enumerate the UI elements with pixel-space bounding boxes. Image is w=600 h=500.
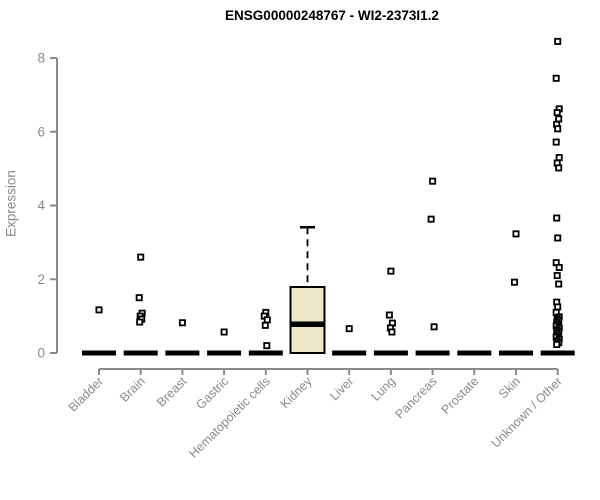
y-tick-label: 8 — [37, 51, 45, 66]
y-tick-label: 2 — [37, 272, 45, 287]
outlier-point — [554, 234, 562, 242]
outlier-point — [555, 280, 563, 288]
outlier-point — [178, 319, 186, 327]
outlier-point — [552, 138, 560, 146]
outlier-point — [136, 318, 144, 326]
collapsed-median-bar — [499, 350, 533, 356]
outlier-point — [429, 177, 437, 185]
y-tick-label: 4 — [37, 198, 45, 213]
x-tick-label: Pancreas — [392, 374, 439, 421]
outlier-point — [261, 321, 269, 329]
x-tick-label: Brain — [117, 374, 148, 405]
collapsed-median-bar — [457, 350, 492, 356]
outlier-point — [555, 154, 563, 162]
outlier-point — [553, 214, 561, 222]
outlier-point — [135, 294, 143, 302]
collapsed-median-bar — [165, 350, 200, 356]
outlier-point — [555, 164, 563, 172]
outlier-point — [263, 316, 271, 324]
outlier-point — [387, 267, 395, 275]
x-tick-label: Unknown / Other — [489, 374, 565, 450]
outlier-point — [555, 263, 563, 271]
outlier-point — [388, 328, 396, 336]
outlier-point — [430, 323, 438, 331]
outlier-point — [512, 230, 520, 238]
outlier-point — [510, 278, 518, 286]
outlier-point — [555, 115, 563, 123]
outlier-point — [345, 325, 353, 333]
outlier-point — [554, 37, 562, 45]
x-tick-label: Lung — [368, 374, 398, 404]
box-median — [290, 321, 325, 327]
outlier-point — [95, 306, 103, 314]
collapsed-median-bar — [332, 350, 367, 356]
x-tick-label: Skin — [496, 374, 523, 401]
x-tick-label: Liver — [327, 374, 356, 403]
collapsed-median-bar — [415, 350, 450, 356]
collapsed-median-bar — [82, 350, 116, 356]
y-tick-label: 0 — [37, 346, 45, 361]
outlier-point — [553, 109, 561, 117]
outlier-point — [552, 74, 560, 82]
outlier-point — [553, 272, 561, 280]
collapsed-median-bar — [248, 350, 283, 356]
x-tick-label: Prostate — [439, 374, 482, 417]
x-tick-label: Bladder — [66, 374, 106, 414]
collapsed-median-bar — [540, 350, 575, 356]
x-tick-label: Hematopoietic cells — [186, 374, 273, 461]
outlier-point — [385, 311, 393, 319]
x-tick-label: Kidney — [278, 374, 315, 411]
outlier-point — [263, 342, 271, 350]
outlier-point — [137, 253, 145, 261]
box-iqr — [289, 285, 326, 354]
x-tick-label: Breast — [154, 374, 190, 410]
x-tick-label: Gastric — [193, 374, 231, 412]
outlier-point — [554, 125, 562, 133]
y-tick-label: 6 — [37, 124, 45, 139]
chart-title: ENSG00000248767 - WI2-2373I1.2 — [225, 8, 439, 23]
collapsed-median-bar — [123, 350, 158, 356]
outlier-point — [553, 341, 561, 349]
outlier-point — [220, 328, 228, 336]
collapsed-median-bar — [207, 350, 242, 356]
outlier-point — [554, 303, 562, 311]
collapsed-median-bar — [373, 350, 408, 356]
outlier-point — [427, 215, 435, 223]
